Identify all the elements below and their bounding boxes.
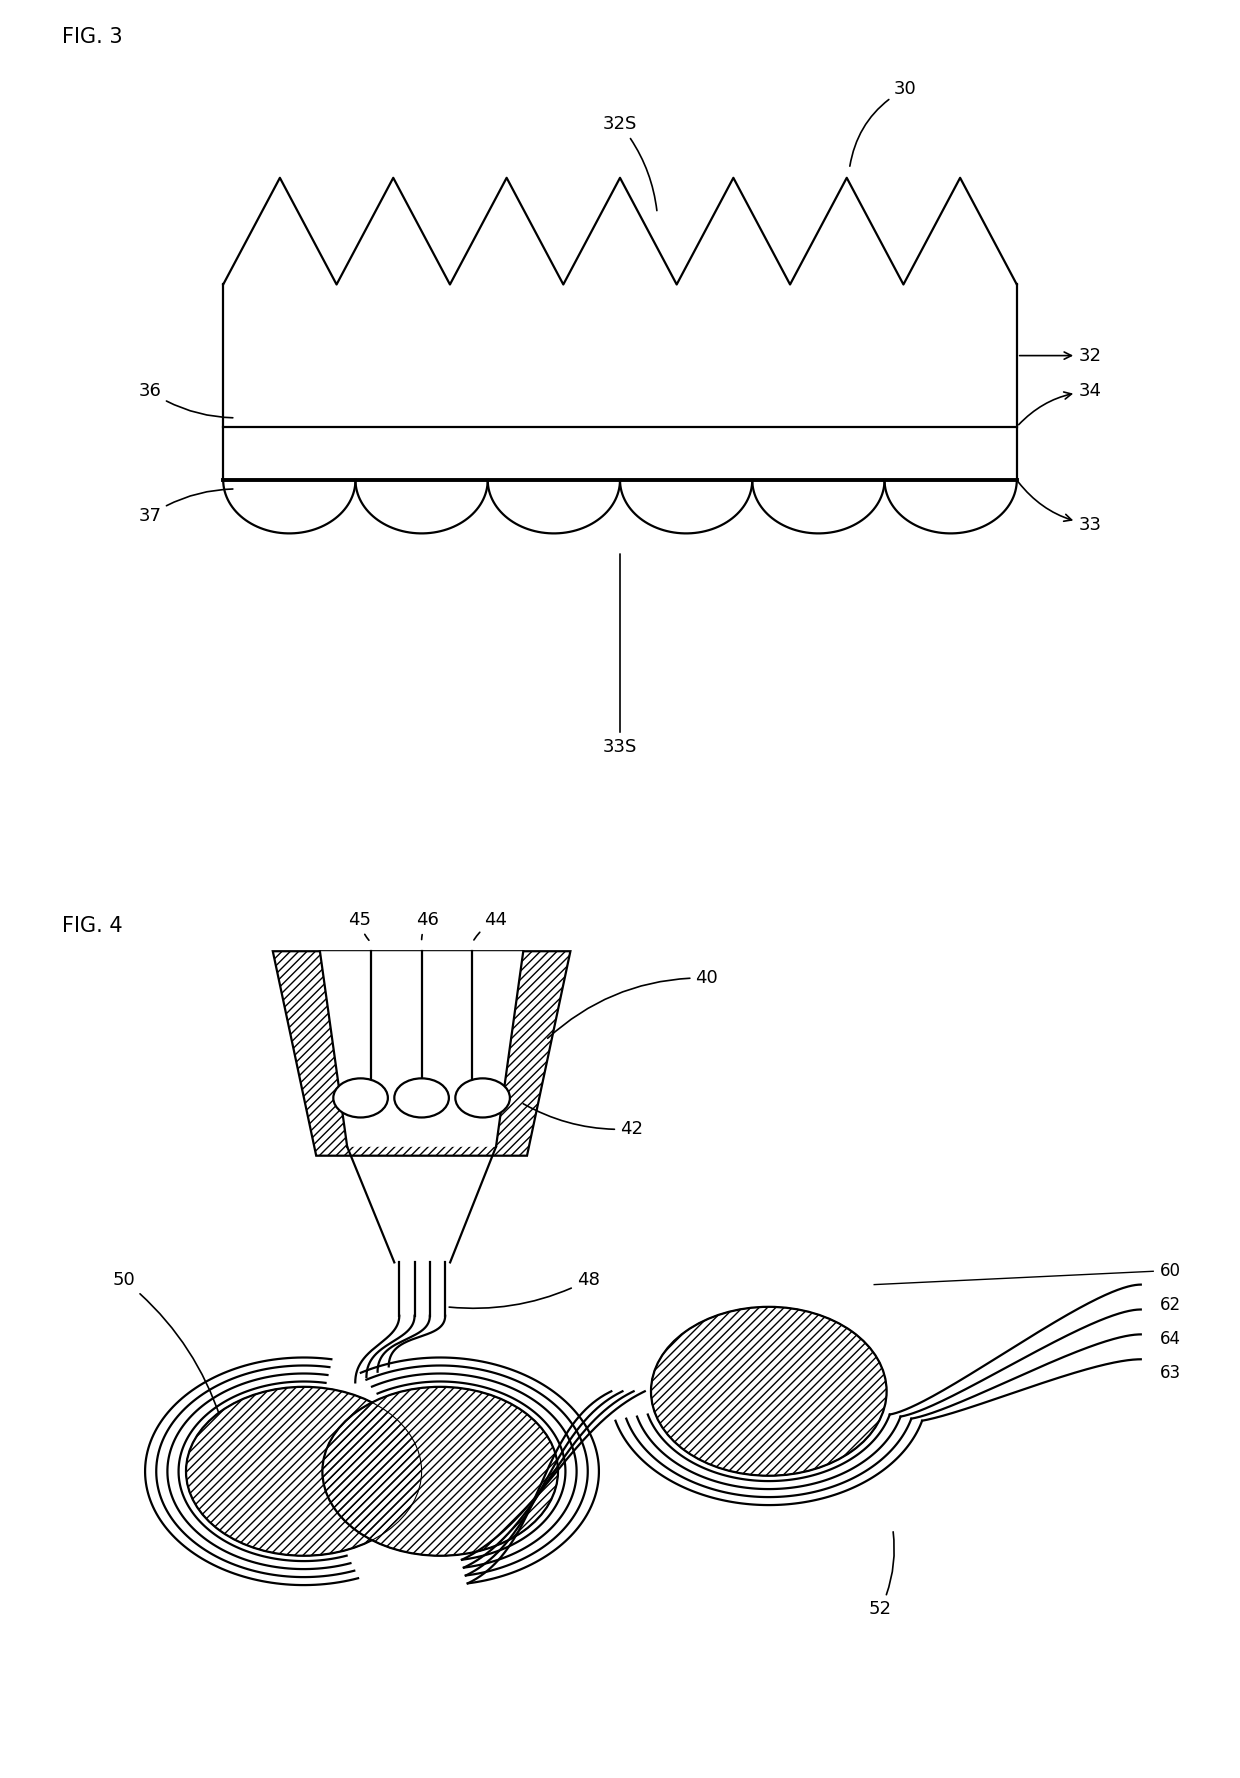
Text: 60: 60 [1159,1262,1180,1280]
Circle shape [651,1307,887,1476]
Text: FIG. 4: FIG. 4 [62,916,123,935]
Polygon shape [320,951,523,1147]
Polygon shape [273,951,570,1156]
Text: 48: 48 [449,1271,599,1309]
Text: 52: 52 [869,1533,894,1618]
Text: 64: 64 [1159,1330,1180,1348]
Text: 46: 46 [417,910,439,939]
Text: 30: 30 [849,80,916,165]
Text: 63: 63 [1159,1364,1180,1382]
Text: 37: 37 [138,489,233,525]
Text: 34: 34 [1019,382,1102,425]
Circle shape [186,1387,422,1556]
Text: 33: 33 [1018,482,1102,533]
Text: 36: 36 [139,382,233,418]
Text: 32S: 32S [603,116,657,210]
Text: FIG. 3: FIG. 3 [62,27,123,46]
Circle shape [455,1077,510,1117]
Text: 44: 44 [474,910,507,941]
Text: 32: 32 [1019,347,1102,364]
Text: 50: 50 [113,1271,221,1419]
Circle shape [334,1077,388,1117]
Text: 42: 42 [523,1104,644,1138]
Circle shape [322,1387,558,1556]
Text: 33S: 33S [603,555,637,756]
Text: 45: 45 [348,910,371,941]
Circle shape [394,1077,449,1117]
Text: 62: 62 [1159,1296,1180,1314]
Text: 40: 40 [548,969,718,1038]
